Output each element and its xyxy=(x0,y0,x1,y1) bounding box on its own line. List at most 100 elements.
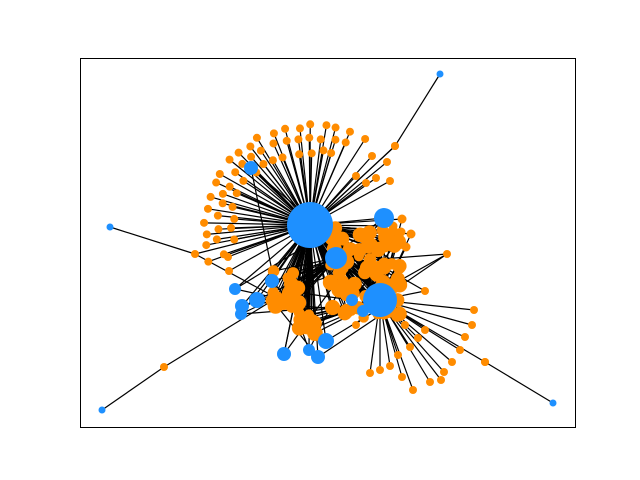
leaf-node xyxy=(401,321,409,329)
leaf-node xyxy=(316,135,325,144)
leaf-node xyxy=(359,260,376,276)
leaf-node xyxy=(361,134,370,143)
leaf-node xyxy=(230,235,239,244)
leaf-node xyxy=(232,189,241,198)
leaf-node xyxy=(378,229,394,246)
hub-node xyxy=(311,350,325,364)
leaf-node xyxy=(448,358,456,366)
leaf-node xyxy=(440,368,448,376)
graph-edge xyxy=(394,73,441,147)
hub-node xyxy=(549,399,557,407)
leaf-node xyxy=(322,274,339,291)
hub-node xyxy=(325,247,347,269)
leaf-node xyxy=(225,182,234,191)
leaf-node xyxy=(362,179,370,187)
leaf-node xyxy=(268,156,277,165)
hub-node xyxy=(287,202,333,248)
leaf-node xyxy=(376,366,384,374)
leaf-node xyxy=(327,149,336,158)
leaf-node xyxy=(366,369,374,377)
leaf-node xyxy=(394,351,402,359)
leaf-node xyxy=(392,234,402,244)
leaf-node xyxy=(443,250,451,258)
leaf-node xyxy=(214,225,223,234)
leaf-node xyxy=(398,373,406,381)
leaf-node xyxy=(225,267,233,275)
leaf-node xyxy=(468,321,476,329)
leaf-node xyxy=(246,142,255,151)
graph-edge xyxy=(346,253,448,263)
leaf-node xyxy=(203,204,212,213)
leaf-node xyxy=(343,242,358,257)
leaf-node xyxy=(206,192,215,201)
leaf-node xyxy=(218,199,227,208)
leaf-node xyxy=(212,178,221,187)
leaf-node xyxy=(345,127,354,136)
leaf-node xyxy=(295,124,304,133)
leaf-node xyxy=(215,170,224,179)
node-layer xyxy=(98,70,557,414)
leaf-node xyxy=(269,129,278,138)
leaf-node xyxy=(231,168,240,177)
leaf-node xyxy=(204,257,213,266)
leaf-node xyxy=(160,363,168,371)
leaf-node xyxy=(371,260,385,274)
leaf-node xyxy=(259,159,268,168)
hub-node xyxy=(235,308,247,320)
hub-node xyxy=(229,283,241,295)
hub-node xyxy=(363,283,397,317)
leaf-node xyxy=(406,229,416,239)
hub-node xyxy=(303,344,315,356)
leaf-node xyxy=(225,155,234,164)
leaf-node xyxy=(414,334,422,342)
hub-node xyxy=(277,347,291,361)
leaf-node xyxy=(213,211,222,220)
leaf-node xyxy=(401,242,411,252)
leaf-node xyxy=(267,265,280,277)
leaf-node xyxy=(256,146,265,155)
leaf-node xyxy=(409,386,417,394)
leaf-node xyxy=(281,124,290,133)
hub-node xyxy=(436,70,444,78)
leaf-node xyxy=(372,174,380,182)
leaf-node xyxy=(282,136,291,145)
leaf-node xyxy=(470,306,478,314)
leaf-node xyxy=(481,358,489,366)
leaf-node xyxy=(212,235,221,244)
leaf-node xyxy=(461,333,469,341)
leaf-node xyxy=(368,152,376,160)
leaf-node xyxy=(352,321,360,329)
leaf-node xyxy=(396,227,406,237)
hub-node xyxy=(249,292,265,308)
leaf-node xyxy=(191,250,199,258)
leaf-node xyxy=(294,135,303,144)
leaf-node xyxy=(202,241,211,250)
leaf-node xyxy=(331,123,340,132)
leaf-node xyxy=(322,121,331,130)
graph-edge xyxy=(101,366,165,411)
leaf-node xyxy=(391,142,399,150)
leaf-node xyxy=(303,309,315,320)
leaf-node xyxy=(335,231,350,246)
leaf-node xyxy=(319,146,328,155)
leaf-node xyxy=(307,149,316,158)
leaf-node xyxy=(269,139,278,148)
leaf-node xyxy=(218,189,227,198)
leaf-node xyxy=(352,172,360,180)
leaf-node xyxy=(342,310,350,318)
leaf-node xyxy=(267,298,284,314)
leaf-node xyxy=(366,238,378,249)
leaf-node xyxy=(421,287,429,295)
leaf-node xyxy=(252,133,261,142)
leaf-node xyxy=(353,251,364,262)
leaf-node xyxy=(325,299,341,316)
leaf-node xyxy=(234,148,243,157)
leaf-node xyxy=(406,343,414,351)
leaf-node xyxy=(383,158,391,166)
hub-node xyxy=(265,274,279,288)
leaf-node xyxy=(295,150,304,159)
leaf-node xyxy=(331,135,340,144)
leaf-node xyxy=(337,275,349,287)
